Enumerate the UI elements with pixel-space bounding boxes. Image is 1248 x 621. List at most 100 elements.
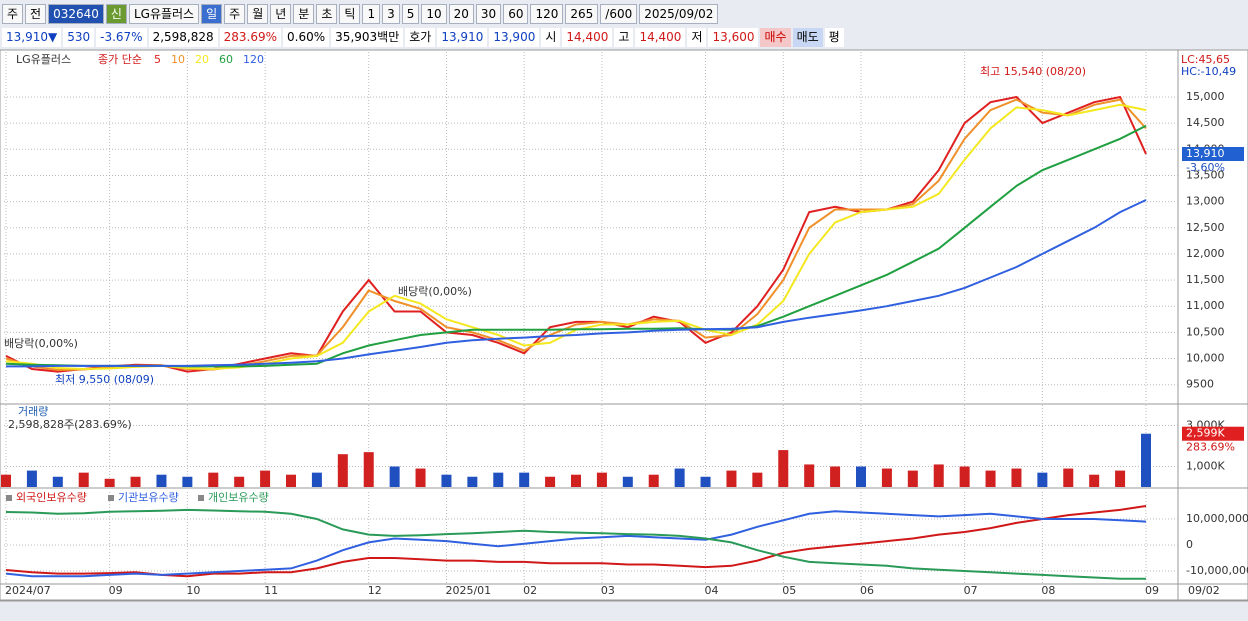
volume-bar <box>674 468 685 487</box>
legend-swatch <box>6 495 12 501</box>
volume-bar <box>1011 468 1022 487</box>
volume-bar <box>648 474 659 487</box>
quote-item[interactable]: 매도 <box>792 28 823 47</box>
legend-entry: 개인보유수량 <box>208 491 269 504</box>
toolbar-item[interactable]: 30 <box>475 4 502 24</box>
volume-bar <box>493 472 504 487</box>
volume-bar <box>1037 472 1048 487</box>
right-label: HC:-10,49 <box>1181 65 1236 78</box>
legend-entry: 외국인보유수량 <box>16 491 87 504</box>
volume-bar <box>363 452 374 487</box>
volume-bar <box>519 472 530 487</box>
volume-bar <box>622 476 633 487</box>
x-tick-label: 09 <box>109 584 123 597</box>
quote-item: 호가 <box>405 28 436 47</box>
y-tick-label: 13,000 <box>1186 195 1225 208</box>
volume-bar <box>311 472 322 487</box>
toolbar-item[interactable]: 1 <box>362 4 381 24</box>
quote-item[interactable]: 평 <box>824 28 844 47</box>
toolbar-item[interactable]: 주 <box>2 4 24 24</box>
quote-item[interactable]: 매수 <box>760 28 791 47</box>
x-axis-bg <box>0 583 1248 601</box>
y-tick-label: 10,500 <box>1186 325 1225 338</box>
x-axis-end: 09/02 <box>1188 584 1220 597</box>
quote-item: -3.67% <box>96 28 147 47</box>
toolbar-item[interactable]: 월 <box>247 4 269 24</box>
volume-bar <box>830 466 841 487</box>
toolbar-item[interactable]: 틱 <box>339 4 361 24</box>
toolbar-item[interactable]: 년 <box>270 4 292 24</box>
volume-bar <box>182 476 193 487</box>
last-value-label: 2,599K <box>1186 427 1225 440</box>
legend-entry: 5 <box>154 53 161 66</box>
last-value-box <box>1182 426 1244 441</box>
y-tick-label: 12,500 <box>1186 221 1225 234</box>
toolbar-item[interactable]: 주 <box>224 4 246 24</box>
quote-item: 2,598,828 <box>148 28 218 47</box>
volume-bar <box>234 476 245 487</box>
toolbar-item[interactable]: 265 <box>565 4 599 24</box>
volume-bar <box>260 470 271 487</box>
volume-bar <box>467 476 478 487</box>
toolbar-item[interactable]: 초 <box>316 4 338 24</box>
x-tick-label: 09 <box>1145 584 1159 597</box>
toolbar-item[interactable]: 120 <box>530 4 564 24</box>
last-change: -3.60% <box>1186 161 1225 174</box>
volume-bar <box>881 468 892 487</box>
quote-item: 13,910 <box>437 28 488 47</box>
toolbar-item[interactable]: 10 <box>421 4 447 24</box>
toolbar-item[interactable]: 분 <box>293 4 315 24</box>
last-change: 283.69% <box>1186 441 1235 454</box>
toolbar-item[interactable]: 032640 <box>48 4 104 24</box>
volume-bar <box>959 466 970 487</box>
last-value-label: 13,910 <box>1186 147 1225 160</box>
volume-bar <box>1141 433 1151 487</box>
toolbar-item[interactable]: 3 <box>382 4 400 24</box>
y-tick-label: 9500 <box>1186 378 1214 391</box>
volume-bar <box>130 476 141 487</box>
y-tick-label: 13,500 <box>1186 168 1225 181</box>
axis-bg <box>1177 49 1248 602</box>
y-tick-label: 12,000 <box>1186 247 1225 260</box>
volume-bar <box>933 464 944 487</box>
x-tick-label: 11 <box>264 584 278 597</box>
y-tick-label: 10,000,000 <box>1186 512 1248 525</box>
panel-subtitle: 2,598,828주(283.69%) <box>8 418 132 431</box>
toolbar-item[interactable]: 전 <box>25 4 47 24</box>
quote-item: 고 <box>614 28 634 47</box>
annotation: 최고 15,540 (08/20) <box>980 65 1086 78</box>
series-line <box>5 508 1146 580</box>
toolbar-item[interactable]: /600 <box>600 4 638 24</box>
quote-item: 저 <box>687 28 707 47</box>
volume-bar <box>52 476 63 487</box>
toolbar-item[interactable]: 일 <box>201 4 223 24</box>
toolbar-item[interactable]: 5 <box>401 4 420 24</box>
toolbar-item[interactable]: 신 <box>105 4 127 24</box>
toolbar-item[interactable]: LG유플러스 <box>128 4 200 24</box>
annotation: 배당락(0,00%) <box>398 285 472 298</box>
x-tick-label: 10 <box>186 584 200 597</box>
legend-entry: 120 <box>243 53 264 66</box>
volume-bar <box>778 450 789 487</box>
legend-swatch <box>198 495 204 501</box>
quote-item: 0.60% <box>283 28 330 47</box>
volume-bar <box>596 472 607 487</box>
x-tick-label: 2024/07 <box>5 584 51 597</box>
volume-bar <box>1115 470 1126 487</box>
legend-swatch <box>108 495 114 501</box>
volume-bar <box>726 470 737 487</box>
toolbar-item[interactable]: 60 <box>503 4 529 24</box>
toolbar-item[interactable]: 20 <box>448 4 474 24</box>
y-tick-label: 11,500 <box>1186 273 1225 286</box>
volume-bar <box>804 464 815 487</box>
volume-bar <box>389 466 400 487</box>
series-line <box>5 95 1147 373</box>
toolbar-item[interactable]: 2025/09/02 <box>639 4 719 24</box>
quote-item: 530 <box>63 28 95 47</box>
legend-entry: 기관보유수량 <box>118 491 179 504</box>
volume-bar <box>156 474 167 487</box>
panel-title: 거래량 <box>18 405 48 418</box>
volume-bar <box>415 468 426 487</box>
quote-bar: 13,910▼ 530 -3.67% 2,598,828 283.69% 0.60% 35,… <box>2 28 844 47</box>
